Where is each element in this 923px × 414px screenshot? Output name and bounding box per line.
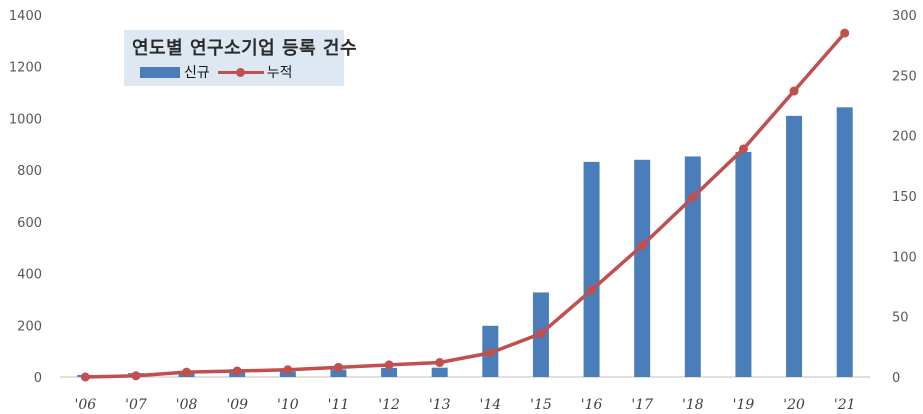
- bar-new: [735, 152, 752, 377]
- left-y-tick-label: 800: [17, 164, 42, 179]
- bar-new: [381, 367, 398, 377]
- left-y-tick-label: 600: [17, 216, 42, 231]
- marker-cumulative: [587, 285, 597, 295]
- bar-new: [330, 369, 347, 377]
- x-tick-label: '06: [74, 397, 96, 413]
- right-y-tick-label: 200: [892, 130, 917, 145]
- line-cumulative: [83, 31, 847, 379]
- marker-cumulative: [232, 366, 242, 376]
- x-tick-label: '08: [176, 397, 198, 413]
- right-y-tick-label: 100: [892, 250, 917, 265]
- x-tick-label: '15: [530, 397, 552, 413]
- bar-series-new: [77, 107, 853, 377]
- right-y-tick-label: 300: [892, 9, 917, 24]
- x-axis-ticks: '06 '07 '08 '09 '10 '11 '12 '13 '14 '15 '16 '17 '18 '…: [74, 397, 855, 413]
- bar-new: [684, 156, 701, 377]
- bar-new: [786, 115, 803, 377]
- marker-cumulative: [80, 372, 90, 382]
- x-tick-label: '21: [834, 397, 856, 413]
- right-y-tick-label: 150: [892, 190, 917, 205]
- left-y-tick-label: 1400: [9, 9, 42, 24]
- bar-new: [634, 159, 651, 377]
- marker-cumulative: [688, 192, 698, 202]
- bar-new: [583, 161, 600, 377]
- x-tick-label: '19: [733, 397, 755, 413]
- x-tick-label: '10: [277, 397, 299, 413]
- x-tick-label: '13: [429, 397, 451, 413]
- legend-label-new: 신규: [184, 65, 210, 81]
- line-series-cumulative: [80, 28, 850, 382]
- left-y-tick-label: 1200: [9, 61, 42, 76]
- marker-cumulative: [637, 240, 647, 250]
- left-y-tick-label: 400: [17, 268, 42, 283]
- left-y-tick-label: 1000: [9, 112, 42, 127]
- x-tick-label: '09: [226, 397, 248, 413]
- x-tick-label: '07: [125, 397, 147, 413]
- x-tick-label: '12: [378, 397, 400, 413]
- x-tick-label: '14: [479, 397, 501, 413]
- x-tick-label: '18: [682, 397, 704, 413]
- legend-label-cumulative: 누적: [266, 65, 293, 81]
- legend-line-swatch: [217, 65, 264, 79]
- bar-new: [836, 107, 853, 377]
- marker-cumulative: [536, 329, 546, 339]
- bar-new: [431, 367, 448, 377]
- marker-cumulative: [840, 28, 850, 38]
- legend-bar-swatch: [140, 66, 180, 78]
- x-tick-label: '11: [328, 397, 350, 413]
- marker-cumulative: [485, 348, 495, 358]
- marker-cumulative: [182, 367, 192, 377]
- chart-legend: 연도별 연구소기업 등록 건수 신규 누적: [124, 30, 357, 86]
- marker-cumulative: [283, 365, 293, 375]
- left-y-tick-label: 200: [17, 319, 42, 334]
- right-y-tick-label: 250: [892, 69, 917, 84]
- legend-items: 신규 누적: [140, 63, 301, 81]
- left-y-axis-ticks: 0 200 400 600 800 1000 1200 1400: [9, 9, 42, 386]
- marker-cumulative: [131, 371, 141, 381]
- right-y-tick-label: 50: [892, 311, 909, 326]
- x-tick-label: '16: [581, 397, 603, 413]
- right-y-axis-ticks: 0 50 100 150 200 250 300: [892, 9, 917, 386]
- x-tick-label: '17: [631, 397, 653, 413]
- right-y-tick-label: 0: [892, 371, 900, 386]
- x-tick-label: '20: [783, 397, 805, 413]
- marker-cumulative: [435, 358, 445, 368]
- marker-cumulative: [384, 360, 394, 370]
- marker-cumulative: [738, 144, 748, 154]
- marker-cumulative: [333, 362, 343, 372]
- marker-cumulative: [789, 86, 799, 96]
- chart-title: 연도별 연구소기업 등록 건수: [132, 38, 358, 59]
- left-y-tick-label: 0: [34, 371, 42, 386]
